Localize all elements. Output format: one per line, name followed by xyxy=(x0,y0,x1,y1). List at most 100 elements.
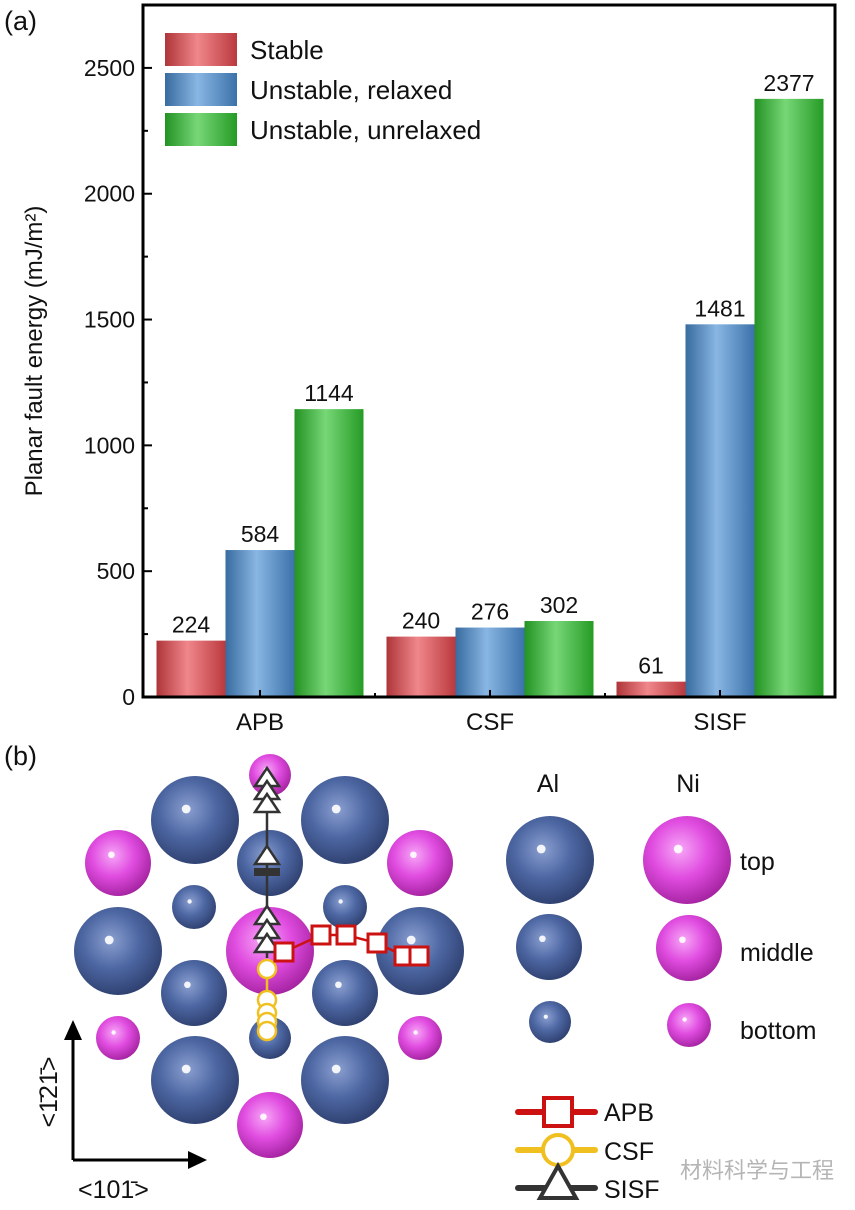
highlight xyxy=(111,1030,116,1035)
ni-atom xyxy=(667,1003,711,1047)
crystal-axes xyxy=(71,1030,195,1162)
legend-swatch xyxy=(165,33,237,66)
data-label: 584 xyxy=(241,521,280,547)
ni-atom xyxy=(643,816,731,904)
arrow-right-icon xyxy=(188,1151,207,1169)
x-tick-label: CSF xyxy=(466,709,514,736)
data-label: 276 xyxy=(471,599,509,625)
highlight xyxy=(181,1064,191,1074)
plot-frame xyxy=(141,3,837,699)
bar-sisf-0 xyxy=(616,681,686,697)
al-atom xyxy=(301,1036,389,1124)
highlight xyxy=(104,935,114,945)
bar-csf-0 xyxy=(386,636,456,697)
panel-a-label: (a) xyxy=(4,6,37,36)
data-label: 302 xyxy=(540,592,578,618)
bar-chart: 224 584 1144 APB 240 276 302 CSF 61 1481 2377 SISF 0… xyxy=(84,3,837,736)
header-ni: Ni xyxy=(676,770,700,798)
ni-atom xyxy=(398,1016,442,1060)
csf-circle-marker xyxy=(256,1020,278,1042)
highlight xyxy=(260,1113,267,1121)
apb-square-marker xyxy=(273,941,295,963)
data-label: 61 xyxy=(638,653,664,679)
legend-entry: Unstable, unrelaxed xyxy=(250,115,481,145)
x-tick-label: APB xyxy=(236,709,284,736)
bar-csf-2 xyxy=(524,621,594,697)
highlight xyxy=(184,981,191,989)
axis-vertical-label: <1̄21̄> xyxy=(35,1057,63,1128)
al-atom xyxy=(312,960,378,1026)
highlight xyxy=(410,851,417,859)
highlight xyxy=(181,804,191,814)
y-tick-label: 2000 xyxy=(84,181,135,207)
sisf-bar-marker xyxy=(254,868,280,876)
data-label: 2377 xyxy=(763,70,814,96)
path-legend-csf: CSF xyxy=(604,1138,654,1166)
highlight xyxy=(108,851,115,859)
al-atom xyxy=(151,776,239,864)
highlight xyxy=(543,1014,548,1019)
apb-legend-marker xyxy=(542,1096,574,1128)
data-label: 240 xyxy=(402,608,440,634)
crystal-diagram xyxy=(74,754,731,1200)
apb-square-marker xyxy=(366,932,388,954)
bar-sisf-2 xyxy=(754,98,824,698)
highlight xyxy=(335,981,342,989)
highlight xyxy=(673,844,683,854)
ni-atom xyxy=(96,1016,140,1060)
highlight xyxy=(187,899,192,904)
layer-label-middle: middle xyxy=(740,939,814,967)
arrow-up-icon xyxy=(64,1020,82,1040)
apb-square-marker xyxy=(335,924,357,946)
bar-sisf-1 xyxy=(685,324,755,697)
highlight xyxy=(536,844,546,854)
highlight xyxy=(406,935,416,945)
legend-swatch xyxy=(165,73,237,106)
layer-label-top: top xyxy=(740,848,775,876)
al-atom xyxy=(506,816,594,904)
path-legend-sisf: SISF xyxy=(604,1176,660,1204)
al-atom xyxy=(301,776,389,864)
y-tick-label: 2500 xyxy=(84,55,135,81)
data-label: 224 xyxy=(172,612,211,638)
apb-square-marker xyxy=(408,945,430,967)
bar-csf-1 xyxy=(455,627,525,697)
sisf-triangle-marker xyxy=(252,931,282,954)
ni-atom xyxy=(85,830,151,896)
legend-entry: Unstable, relaxed xyxy=(250,75,452,105)
csf-legend-marker xyxy=(541,1133,575,1167)
axis-horizontal-label: <101̄> xyxy=(78,1176,149,1204)
apb-square-marker xyxy=(310,924,332,946)
al-atom xyxy=(323,885,367,929)
al-atom xyxy=(516,914,582,980)
layer-label-bottom: bottom xyxy=(740,1017,816,1045)
highlight xyxy=(338,899,343,904)
header-al: Al xyxy=(537,770,559,798)
y-tick-label: 500 xyxy=(97,558,135,584)
csf-circle-marker xyxy=(256,958,278,980)
data-label: 1144 xyxy=(304,380,354,406)
highlight xyxy=(331,1064,341,1074)
bar-apb-1 xyxy=(225,550,295,697)
y-tick-label: 0 xyxy=(122,684,135,710)
highlight xyxy=(413,1030,418,1035)
ni-atom xyxy=(237,1092,303,1158)
sisf-triangle-marker xyxy=(252,843,282,866)
panel-b-label: (b) xyxy=(4,741,37,771)
al-atom xyxy=(161,960,227,1026)
watermark: 材料科学与工程 xyxy=(680,1158,834,1183)
x-tick-label: SISF xyxy=(693,709,746,736)
al-atom xyxy=(172,885,216,929)
y-axis-label: Planar fault energy (mJ/m²) xyxy=(21,206,48,497)
legend-swatch xyxy=(165,113,237,146)
sisf-legend-marker xyxy=(536,1161,580,1200)
bar-apb-0 xyxy=(156,640,226,697)
highlight xyxy=(679,936,686,944)
y-tick-label: 1500 xyxy=(84,307,135,333)
highlight xyxy=(331,804,341,814)
legend-entry: Stable xyxy=(250,35,324,65)
al-atom xyxy=(74,907,162,995)
path-legend-apb: APB xyxy=(604,1099,654,1127)
highlight xyxy=(539,935,546,943)
